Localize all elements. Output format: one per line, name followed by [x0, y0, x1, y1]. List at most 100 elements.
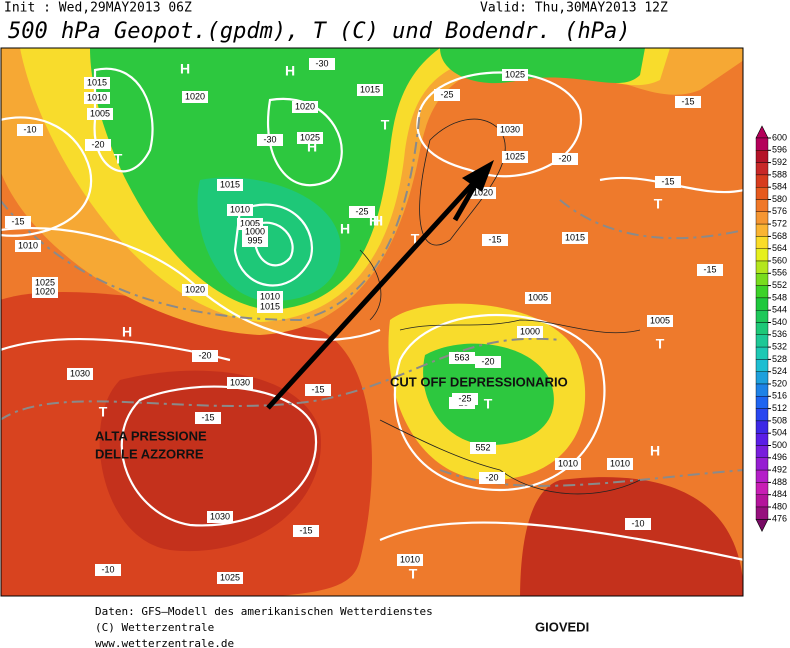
label-box [195, 412, 221, 424]
contour-label: 1005 [650, 315, 670, 325]
label-box [479, 472, 505, 484]
contour-label: 1005 [528, 292, 548, 302]
contour-label: -20 [485, 472, 498, 482]
contour-label: -10 [631, 518, 644, 528]
colorbar-label: 508 [772, 415, 787, 425]
contour-label: 1005 [90, 108, 110, 118]
cold-north [440, 48, 645, 84]
colorbar-label: 564 [772, 243, 787, 253]
label-box [242, 235, 268, 247]
contour-label: -10 [101, 564, 114, 574]
label-box [305, 384, 331, 396]
label-box [207, 511, 233, 523]
colorbar-band [755, 260, 769, 274]
colorbar-label: 572 [772, 218, 787, 228]
contour-label: 1025 [300, 132, 320, 142]
pressure-center: T [654, 196, 663, 212]
colorbar-label: 580 [772, 194, 787, 204]
label-box [357, 84, 383, 96]
colorbar-label: 568 [772, 231, 787, 241]
label-box [292, 101, 318, 113]
colorbar-band [755, 396, 769, 409]
contour-label: 1000 [245, 226, 265, 236]
colorbar-band [755, 273, 769, 286]
label-box [309, 58, 335, 70]
contour-label: 995 [247, 235, 262, 245]
contour-label: 563 [454, 352, 469, 362]
label-box [655, 176, 681, 188]
label-box [482, 234, 508, 246]
colorbar-band [755, 150, 769, 163]
contour-label: -20 [91, 139, 104, 149]
pressure-center: H [369, 213, 379, 229]
label-box [502, 151, 528, 163]
contour-label: 1020 [473, 187, 493, 197]
map-frame [0, 47, 744, 597]
contour-label: 1025 [505, 69, 525, 79]
contour-label: -15 [311, 384, 324, 394]
pressure-center: T [656, 336, 665, 352]
contour-label: 1025 [35, 277, 55, 287]
cutoff-green [423, 343, 554, 445]
colorbar-band [755, 457, 769, 471]
label-box [182, 284, 208, 296]
contour-label: -15 [299, 525, 312, 535]
contour-label: -20 [198, 350, 211, 360]
colorbar-band [755, 346, 769, 360]
colorbar-label: 504 [772, 428, 787, 438]
colorbar-band [755, 297, 769, 311]
label-box [257, 301, 283, 313]
label-box [32, 286, 58, 298]
warm-core [99, 370, 321, 552]
colorbar-band [755, 359, 769, 372]
contour-label: 1010 [400, 554, 420, 564]
label-box [84, 77, 110, 89]
contour-label: -30 [315, 58, 328, 68]
label-box [562, 232, 588, 244]
contour-label: 1030 [210, 511, 230, 521]
colorbar-band [755, 469, 769, 483]
colorbar-band [755, 383, 769, 397]
label-box [87, 108, 113, 120]
label-box [217, 179, 243, 191]
contour-label: -20 [558, 153, 571, 163]
contour-label: 1015 [87, 77, 107, 87]
colorbar-label: 532 [772, 341, 787, 351]
label-box [182, 91, 208, 103]
arrow [266, 160, 494, 410]
label-box [192, 350, 218, 362]
colorbar-label: 536 [772, 329, 787, 339]
label-box [15, 240, 41, 252]
annotation: ALTA PRESSIONE [95, 428, 207, 443]
annotation: DELLE AZZORRE [95, 446, 204, 461]
contour-label: -15 [703, 264, 716, 274]
contour-label: 1010 [230, 204, 250, 214]
pressure-center: T [409, 566, 418, 582]
colorbar-label: 520 [772, 378, 787, 388]
colorbar-band [755, 420, 769, 434]
colorbar-band [755, 199, 769, 213]
label-box [349, 206, 375, 218]
pressure-center: T [114, 151, 123, 167]
footer-line: Daten: GFS—Modell des amerikanischen Wet… [95, 605, 433, 618]
annotation: CUT OFF DEPRESSIONARIO [390, 374, 568, 389]
label-box [470, 187, 496, 199]
contour-label: 1010 [558, 458, 578, 468]
colorbar-label: 576 [772, 206, 787, 216]
colorbar-label: 512 [772, 403, 787, 413]
colorbar-band [755, 433, 769, 446]
contour-label: -15 [681, 96, 694, 106]
label-box [257, 134, 283, 146]
colorbar-band [755, 482, 769, 495]
label-box [95, 564, 121, 576]
label-box [227, 377, 253, 389]
colorbar-band [755, 334, 769, 348]
colorbar-band [755, 408, 769, 422]
label-box [517, 326, 543, 338]
footer-line: www.wetterzentrale.de [95, 637, 234, 648]
label-box [397, 554, 423, 566]
cold-trough [90, 48, 440, 310]
contour-label: 552 [475, 442, 490, 452]
pressure-center: H [650, 443, 660, 459]
